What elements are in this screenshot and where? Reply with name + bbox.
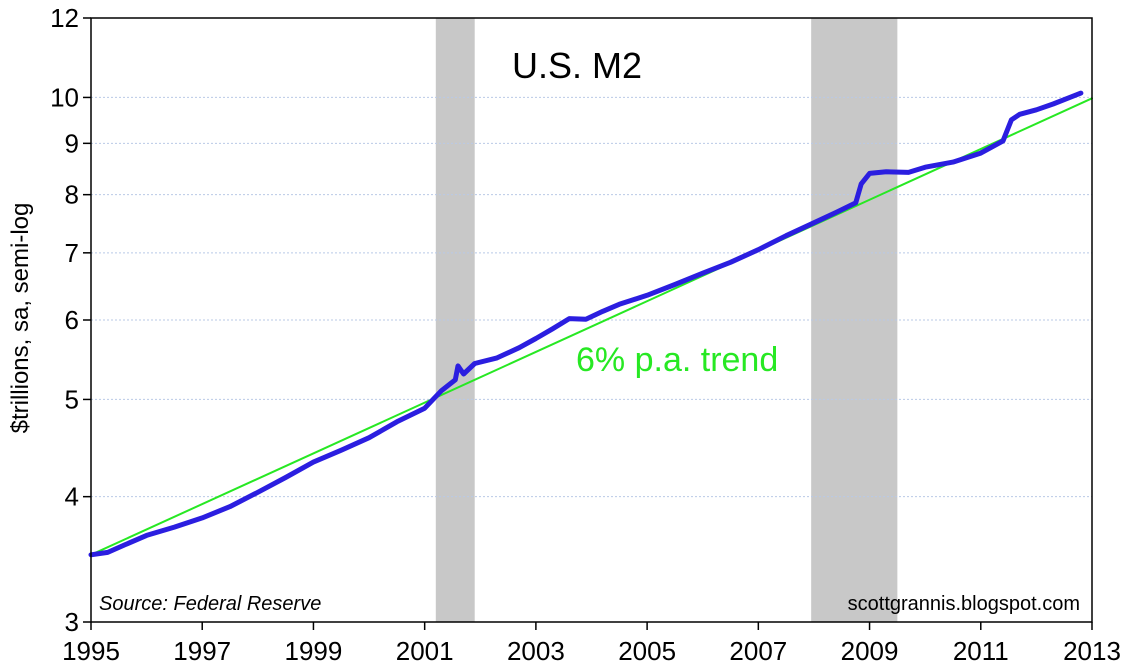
m2-series-line [88, 90, 1084, 558]
y-tick-label: 9 [65, 128, 79, 158]
x-tick-label: 1997 [173, 636, 231, 666]
y-tick-label: 3 [65, 607, 79, 637]
y-tick-label: 12 [50, 3, 79, 33]
y-tick-label: 7 [65, 238, 79, 268]
trend-label: 6% p.a. trend [576, 341, 778, 379]
recession-bands [435, 18, 898, 622]
y-axis-label: $trillions, sa, semi-log [7, 203, 34, 434]
x-tick-labels: 1995 1997 1999 2001 2003 2005 2007 2009 2011 2013 [62, 636, 1121, 666]
x-tick-label: 2011 [953, 636, 1009, 666]
x-tick-label: 2007 [729, 636, 787, 666]
x-tick-label: 2005 [618, 636, 676, 666]
y-tick-labels: 3 4 5 6 7 8 9 10 12 [50, 3, 79, 637]
gridlines [91, 96, 1092, 498]
series-group [88, 90, 1093, 558]
x-tick-label: 2009 [841, 636, 899, 666]
y-tick-label: 6 [65, 305, 79, 335]
y-tick-label: 5 [65, 384, 79, 414]
site-credit: scottgrannis.blogspot.com [848, 593, 1080, 615]
y-tick-label: 4 [65, 482, 79, 512]
x-tick-label: 2013 [1063, 636, 1121, 666]
x-tick-label: 2001 [396, 636, 454, 666]
x-tick-label: 1995 [62, 636, 120, 666]
recession-band [811, 18, 898, 622]
y-tick-label: 10 [50, 82, 79, 112]
source-note: Source: Federal Reserve [99, 593, 321, 615]
y-tick-label: 8 [65, 180, 79, 210]
x-tick-label: 1999 [285, 636, 343, 666]
x-tick-label: 2003 [507, 636, 565, 666]
trend-line [90, 97, 1093, 556]
chart-title: U.S. M2 [512, 45, 642, 86]
axis-ticks [83, 17, 1093, 630]
